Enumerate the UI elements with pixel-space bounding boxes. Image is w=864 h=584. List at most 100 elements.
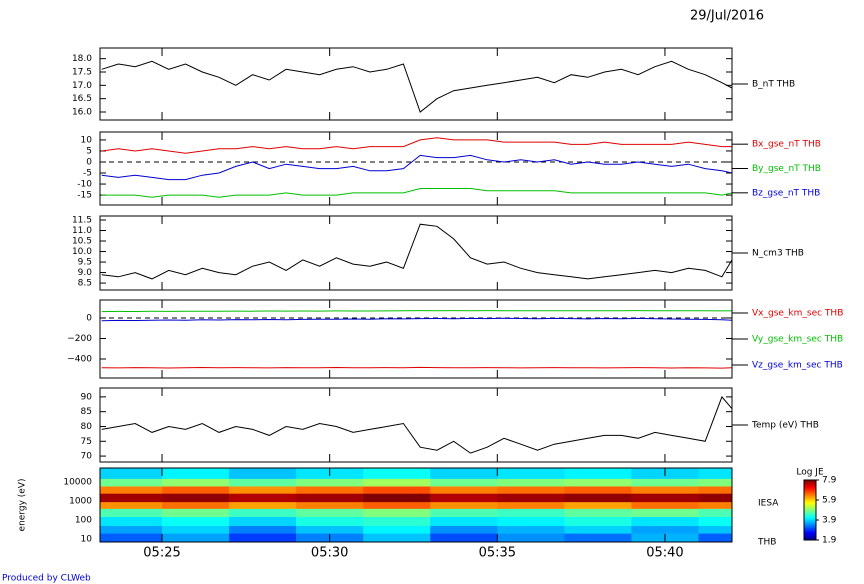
spectrogram-cell [162, 525, 230, 534]
legend-label: Vx_gse_km_sec THB [752, 309, 843, 319]
series-line [101, 223, 733, 280]
colorbar-step [804, 530, 816, 533]
colorbar-step [804, 510, 816, 513]
colorbar-step [804, 524, 816, 527]
y-tick-label: 11.5 [72, 215, 92, 225]
spectrogram-cell [564, 508, 632, 517]
colorbar-step [804, 480, 816, 483]
spectrogram-cell [564, 493, 632, 503]
y-tick-label: 16.5 [72, 94, 92, 104]
legend-label: Vy_gse_km_sec THB [752, 335, 843, 345]
instrument-label: IESA [758, 499, 779, 509]
series-line [101, 60, 733, 113]
y-tick-label: 10.5 [72, 237, 92, 247]
y-tick-label: 9.0 [78, 268, 93, 278]
colorbar-step [804, 502, 816, 505]
spectrogram-cell [363, 486, 431, 494]
colorbar-step [804, 512, 816, 515]
spectrogram-cell [631, 508, 699, 517]
series-line [101, 154, 733, 181]
spectrogram-cell [430, 486, 498, 494]
spectrogram-cell [631, 493, 699, 503]
spectrogram-cell [631, 501, 699, 509]
spectrogram-cell [229, 533, 297, 543]
spectrogram-cell [162, 501, 230, 509]
series-line [101, 137, 732, 154]
x-tick-label: 05:30 [311, 546, 348, 561]
spectrogram-cell [100, 478, 163, 487]
spectrogram-cell [631, 525, 699, 534]
colorbar-step [804, 504, 816, 507]
y-tick-label: 0 [86, 157, 92, 167]
spectrogram-cell [564, 478, 632, 487]
y-tick-label: 90 [81, 392, 93, 402]
colorbar-step [804, 486, 816, 489]
colorbar-step [804, 508, 816, 511]
spectrogram-cell [698, 525, 733, 534]
spectrogram-cell [363, 478, 431, 487]
colorbar-step [804, 484, 816, 487]
y-tick-label: 0 [86, 313, 92, 323]
y-tick-label: 17.5 [72, 68, 92, 78]
spectrogram-cell [229, 468, 297, 479]
colorbar-step [804, 498, 816, 501]
colorbar-step [804, 520, 816, 523]
spectrogram-cell [100, 533, 163, 543]
y-tick-label: −200 [67, 334, 92, 344]
spectrogram-cell [564, 525, 632, 534]
colorbar-step [804, 528, 816, 531]
spectrogram-cell [497, 525, 565, 534]
spectrogram-cell [296, 493, 364, 503]
y-tick-label: 70 [81, 452, 93, 462]
panel-frame [99, 467, 733, 543]
spectrogram-cell [229, 493, 297, 503]
spectrogram-cell [162, 486, 230, 494]
spectrogram-cell [363, 493, 431, 503]
spectrogram-cell [497, 486, 565, 494]
colorbar-step [804, 506, 816, 509]
colorbar-title: Log JE [796, 468, 824, 478]
spectrogram-cell [698, 516, 733, 527]
spectrogram-cell [497, 533, 565, 543]
spectrogram-cell [430, 533, 498, 543]
spectrogram-cell [100, 501, 163, 509]
spectrogram-cell [497, 478, 565, 487]
legend-label: B_nT THB [752, 80, 795, 90]
spectrogram-cell [162, 508, 230, 517]
y-tick-label: -10 [77, 180, 92, 190]
colorbar-step [804, 522, 816, 525]
spectrogram-cell [698, 493, 733, 503]
spectrogram-cell [497, 508, 565, 517]
colorbar-step [804, 496, 816, 499]
spectrogram-cell [430, 468, 498, 479]
x-tick-label: 05:40 [646, 546, 683, 561]
panel-frame [99, 387, 733, 463]
spectrogram-cell [296, 508, 364, 517]
spectrogram-cell [497, 468, 565, 479]
spectrogram-cell [229, 501, 297, 509]
y-tick-label: 1000 [69, 496, 92, 506]
spectrogram-cell [296, 478, 364, 487]
panel-frame [99, 215, 733, 291]
series-line [101, 366, 733, 369]
y-tick-label: 85 [81, 407, 92, 417]
spectrogram-cell [497, 501, 565, 509]
spectrogram-cell [698, 478, 733, 487]
colorbar-step [804, 526, 816, 529]
y-tick-label: 11.0 [72, 226, 92, 236]
spectrogram-cell [229, 525, 297, 534]
colorbar-step [804, 536, 816, 539]
spectrogram-cell [229, 478, 297, 487]
spectrogram-cell [564, 486, 632, 494]
spectrogram-cell [363, 533, 431, 543]
y-tick-label: 10 [81, 135, 93, 145]
series-line [101, 310, 733, 313]
colorbar-step [804, 516, 816, 519]
legend-label: Temp (eV) THB [751, 421, 819, 431]
colorbar-step [804, 500, 816, 503]
spectrogram-cell [363, 508, 431, 517]
spectrogram-cell [162, 493, 230, 503]
colorbar-step [804, 534, 816, 537]
spectrogram-cell [430, 501, 498, 509]
